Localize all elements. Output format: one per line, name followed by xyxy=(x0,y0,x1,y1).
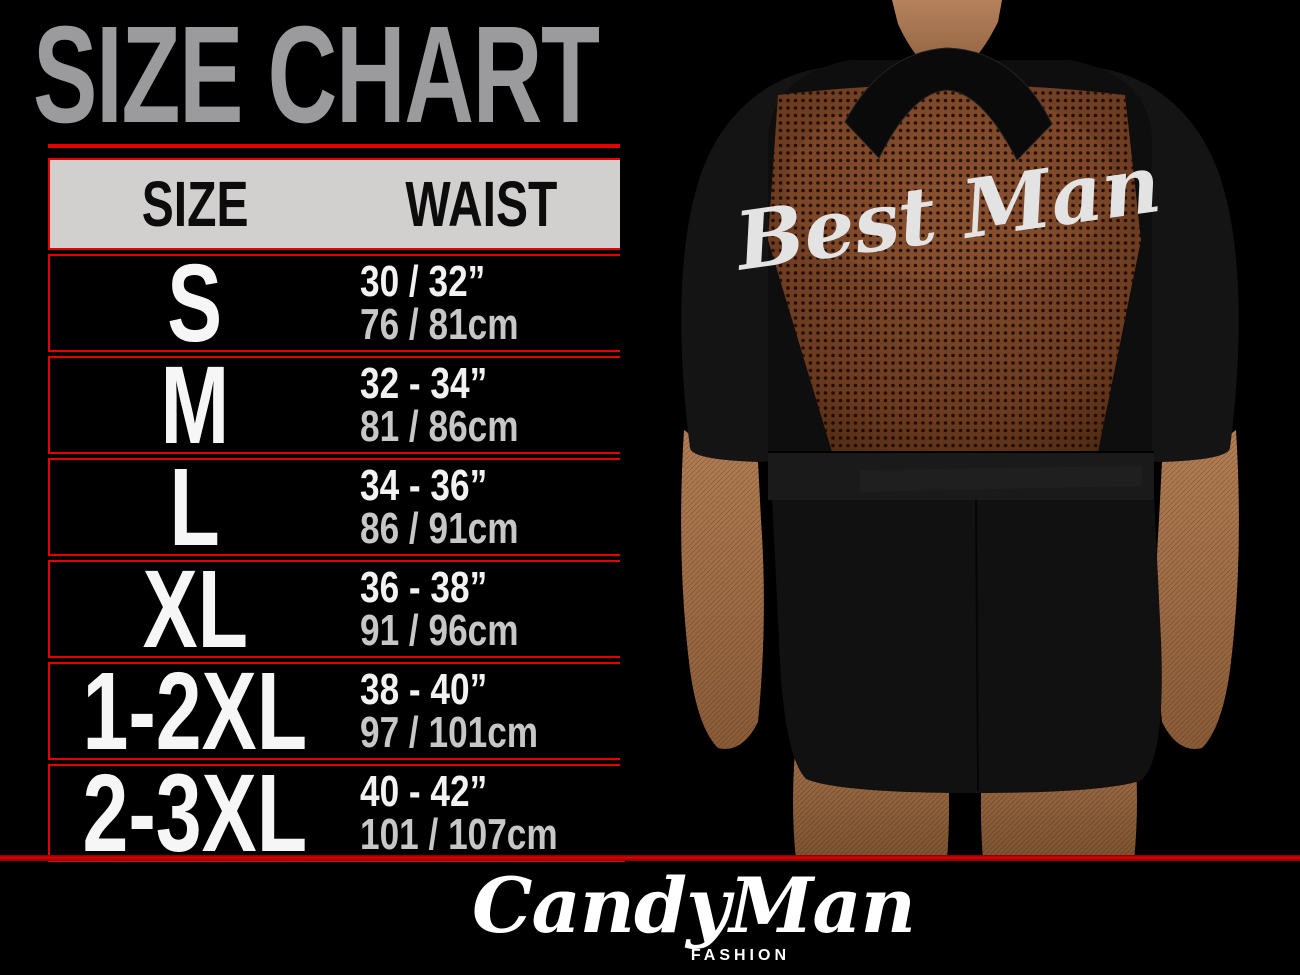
table-row: S 30 / 32” 76 / 81cm xyxy=(48,241,625,365)
waist-inches: 36 - 38” xyxy=(360,563,488,612)
table-header-row: SIZE WAIST xyxy=(48,158,625,250)
brand-subtext: FASHION xyxy=(690,947,790,964)
title-underline xyxy=(48,144,625,148)
waist-cm: 76 / 81cm xyxy=(360,300,519,349)
arms xyxy=(681,430,1239,749)
table-row: M 32 - 34” 81 / 86cm xyxy=(48,343,625,467)
size-label: M xyxy=(160,343,230,467)
size-label: L xyxy=(169,445,221,569)
brand-wordmark: CandyMan xyxy=(472,861,916,950)
waist-inches: 30 / 32” xyxy=(360,257,486,306)
robe: Best Man xyxy=(681,47,1239,793)
brand-logo: CandyMan FASHION xyxy=(472,861,916,966)
waist-inches: 34 - 36” xyxy=(360,461,488,510)
size-table: SIZE WAIST S 30 / 32” 76 / 81cm M 32 - 3… xyxy=(48,144,625,875)
table-row: L 34 - 36” 86 / 91cm xyxy=(48,445,625,569)
waist-cm: 97 / 101cm xyxy=(360,708,539,757)
table-row: XL 36 - 38” 91 / 96cm xyxy=(48,547,625,671)
waist-cm: 91 / 96cm xyxy=(360,606,519,655)
waist-cm: 86 / 91cm xyxy=(360,504,519,553)
header-waist: WAIST xyxy=(405,168,558,240)
model-back-illustration: Best Man xyxy=(620,0,1300,861)
waist-inches: 32 - 34” xyxy=(360,359,488,408)
size-label: 2-3XL xyxy=(82,751,308,875)
size-label: S xyxy=(167,241,223,365)
page-title: SIZE CHART xyxy=(33,0,600,152)
table-row: 2-3XL 40 - 42” 101 / 107cm xyxy=(48,751,625,875)
waist-inches: 40 - 42” xyxy=(360,767,488,816)
footer-divider xyxy=(0,855,1300,861)
waist-cm: 81 / 86cm xyxy=(360,402,519,451)
product-photo: Best Man xyxy=(620,0,1300,861)
table-row: 1-2XL 38 - 40” 97 / 101cm xyxy=(48,649,625,773)
waist-cm: 101 / 107cm xyxy=(360,810,558,859)
size-label: XL xyxy=(142,547,248,671)
size-label: 1-2XL xyxy=(82,649,308,773)
header-size: SIZE xyxy=(141,168,249,240)
waist-inches: 38 - 40” xyxy=(360,665,488,714)
